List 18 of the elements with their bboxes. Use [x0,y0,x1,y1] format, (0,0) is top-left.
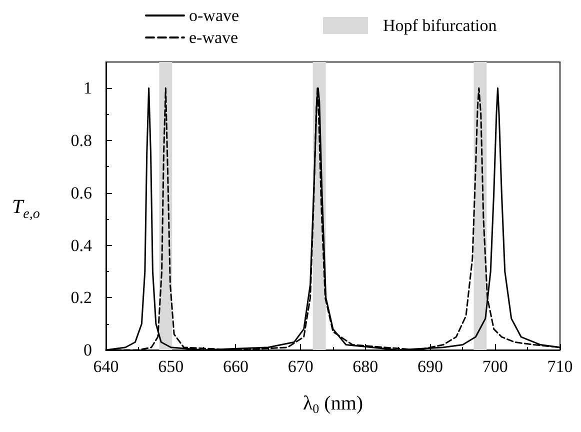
y-tick-label: 0.8 [70,131,92,150]
x-tick-label: 680 [352,357,378,376]
y-tick-label: 0 [84,340,92,360]
y-tick-label: 0.6 [70,183,92,202]
legend-label: e-wave [189,28,238,47]
x-tick-label: 700 [482,357,508,376]
x-tick-label: 640 [93,357,119,376]
x-tick-label: 690 [418,357,444,376]
legend-label: Hopf bifurcation [383,16,498,35]
x-tick-label: 710 [547,357,573,376]
x-tick-label: 650 [158,357,184,376]
y-tick-label: 1 [84,78,92,98]
x-tick-label: 670 [288,357,314,376]
y-axis-title: T$_{e,o}$ [12,196,40,223]
x-tick-label: 660 [222,357,248,376]
y-tick-label: 0.4 [70,236,92,255]
legend-label: o-wave [189,6,240,25]
y-tick-label: 0.2 [70,288,92,308]
